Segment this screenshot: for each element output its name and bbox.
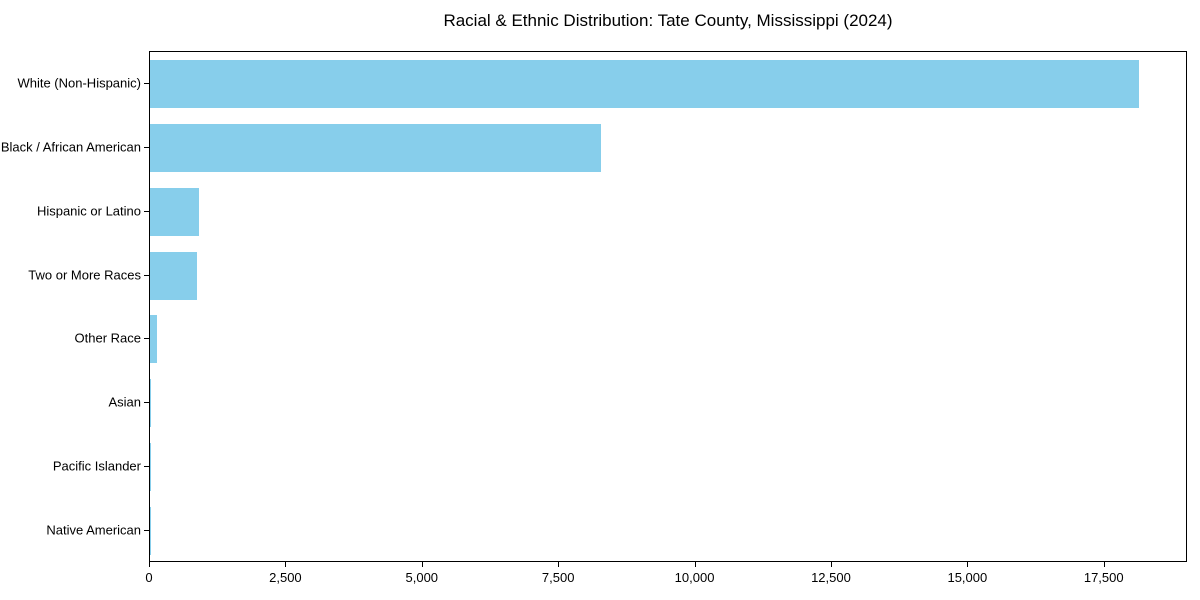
bar [150,123,601,172]
bar [150,251,197,300]
y-tick-mark [144,274,149,276]
bar [150,59,1139,108]
y-tick-label: Asian [108,394,141,410]
x-tick-label: 7,500 [541,570,575,585]
bar [150,315,158,364]
bar [150,187,200,236]
y-tick-label: Pacific Islander [52,458,141,474]
y-tick-label: Hispanic or Latino [36,203,141,219]
x-tick-label: 17,500 [1083,570,1124,585]
y-tick-label: Two or More Races [28,267,141,283]
y-tick-label: Black / African American [0,139,141,155]
x-tick-mark [1103,562,1105,567]
y-tick-mark [144,338,149,340]
y-tick-label: Other Race [74,330,141,346]
y-tick-label: Native American [46,522,141,538]
x-tick-mark [830,562,832,567]
x-tick-label: 10,000 [674,570,715,585]
y-tick-label: White (Non-Hispanic) [17,75,141,91]
y-tick-mark [144,530,149,532]
bar [150,379,152,428]
x-tick-mark [967,562,969,567]
x-tick-label: 2,500 [269,570,302,585]
y-tick-mark [144,466,149,468]
x-tick-label: 12,500 [811,570,851,585]
plot-area [149,51,1187,562]
x-tick-label: 5,000 [405,570,439,585]
y-tick-mark [144,402,149,404]
x-tick-mark [694,562,696,567]
x-tick-label: 0 [145,570,153,585]
y-tick-mark [144,82,149,84]
x-tick-label: 15,000 [947,570,988,585]
x-tick-mark [558,562,560,567]
x-tick-mark [149,562,150,567]
chart-title: Racial & Ethnic Distribution: Tate Count… [443,11,893,30]
x-tick-mark [285,562,287,567]
y-tick-mark [144,210,149,212]
x-tick-mark [421,562,423,567]
y-tick-mark [144,146,149,148]
